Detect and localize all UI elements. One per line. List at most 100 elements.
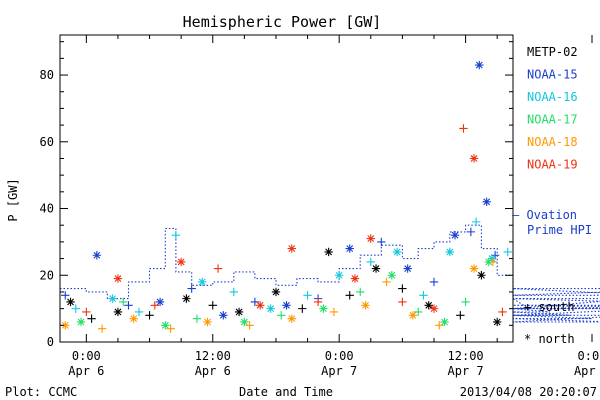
legend-entry: NOAA-16 <box>527 90 578 104</box>
data-point-south <box>82 307 91 317</box>
data-point-north <box>61 321 70 330</box>
x-tick-label-date: Apr 7 <box>321 364 357 378</box>
data-point-south <box>303 291 312 300</box>
legend-entry: NOAA-15 <box>527 68 578 82</box>
legend-north: * north <box>524 332 575 346</box>
y-tick-label: 20 <box>40 268 54 282</box>
data-point-north <box>161 321 170 330</box>
data-point-south <box>245 321 254 330</box>
legend-entry: NOAA-17 <box>527 113 578 127</box>
y-tick-label: 0 <box>47 335 54 349</box>
data-point-south <box>356 287 365 297</box>
x-tick-label-time: 0:00 <box>325 349 354 363</box>
data-point-north <box>92 251 102 260</box>
data-point-north <box>403 264 412 273</box>
data-point-south <box>329 307 339 317</box>
data-point-south <box>61 291 70 300</box>
data-point-north <box>129 314 138 323</box>
data-point-north <box>287 314 296 323</box>
data-point-south <box>97 324 107 333</box>
data-point-north <box>255 301 265 310</box>
data-point-south <box>498 307 507 317</box>
data-point-south <box>435 321 444 330</box>
data-point-north <box>429 304 439 313</box>
data-point-south <box>419 291 428 300</box>
x-tick-label-date: Apr 6 <box>68 364 104 378</box>
data-point-north <box>492 317 502 327</box>
legend-south: + south <box>524 300 575 314</box>
data-point-north <box>113 274 123 283</box>
data-point-north <box>361 301 370 310</box>
data-point-north <box>155 297 165 307</box>
data-point-north <box>469 154 479 163</box>
data-point-south <box>150 301 160 310</box>
x-tick-label-date: Apr 6 <box>195 364 231 378</box>
data-point-south <box>413 307 423 317</box>
data-point-south <box>471 217 481 227</box>
data-point-south <box>398 284 407 293</box>
chart-title: Hemispheric Power [GW] <box>183 13 382 31</box>
data-point-south <box>134 307 144 317</box>
data-point-south <box>456 311 465 320</box>
data-point-north <box>424 301 433 310</box>
data-point-north <box>219 311 228 320</box>
data-point-north <box>482 197 491 207</box>
data-point-south <box>377 237 386 247</box>
x-tick-label-time: 12:00 <box>195 349 231 363</box>
legend-entry: NOAA-18 <box>527 135 578 149</box>
data-point-south <box>459 124 468 133</box>
series-noaa-15 <box>61 60 500 320</box>
data-point-south <box>166 324 175 333</box>
x-tick-label-time: 0:00 <box>578 349 600 363</box>
y-tick-label: 80 <box>40 68 54 82</box>
data-point-north <box>450 231 460 240</box>
plot-timestamp: 2013/04/08 20:20:07 <box>460 385 597 399</box>
ovation-hpi-line <box>60 224 600 323</box>
data-point-south <box>229 287 239 297</box>
data-point-south <box>208 301 217 310</box>
data-point-north <box>282 301 291 310</box>
data-point-north <box>66 297 75 307</box>
data-point-south <box>382 277 391 287</box>
data-point-south <box>145 311 154 320</box>
data-point-north <box>469 264 479 273</box>
x-tick-label-date: Apr 8 <box>574 364 600 378</box>
data-point-south <box>503 247 512 257</box>
data-point-south <box>71 304 81 313</box>
data-point-north <box>440 317 449 327</box>
data-point-north <box>371 264 381 273</box>
plot-credit: Plot: CCMC <box>5 385 77 399</box>
data-point-north <box>287 244 296 253</box>
data-point-south <box>277 311 286 320</box>
x-tick-label-time: 12:00 <box>448 349 484 363</box>
data-point-north <box>271 287 281 297</box>
data-point-south <box>192 314 202 323</box>
data-point-north <box>108 294 117 303</box>
y-axis-label: P [GW] <box>6 178 20 221</box>
x-tick-label-time: 0:00 <box>72 349 101 363</box>
data-point-south <box>171 231 181 240</box>
data-point-north <box>319 304 328 313</box>
data-point-south <box>298 304 307 313</box>
data-point-north <box>203 317 212 327</box>
legend: METP-02 NOAA-15 NOAA-16 NOAA-17 NOAA-18 NOAA-… <box>512 45 592 346</box>
data-point-south <box>313 297 323 307</box>
data-point-south <box>213 264 223 273</box>
legend-entry: METP-02 <box>527 45 578 59</box>
data-point-south <box>366 257 375 267</box>
data-point-north <box>445 247 454 257</box>
data-point-north <box>475 60 484 70</box>
data-point-south <box>345 291 354 300</box>
data-point-north <box>408 311 418 320</box>
data-point-south <box>119 297 128 307</box>
data-point-north <box>477 271 486 280</box>
legend-ovation-line1: — Ovation <box>512 208 577 222</box>
plot-frame <box>59 34 514 343</box>
x-tick-label-date: Apr 7 <box>448 364 484 378</box>
data-point-south <box>187 284 196 293</box>
series-noaa-16 <box>71 217 512 317</box>
data-point-south <box>250 297 260 307</box>
data-point-north <box>266 304 275 313</box>
